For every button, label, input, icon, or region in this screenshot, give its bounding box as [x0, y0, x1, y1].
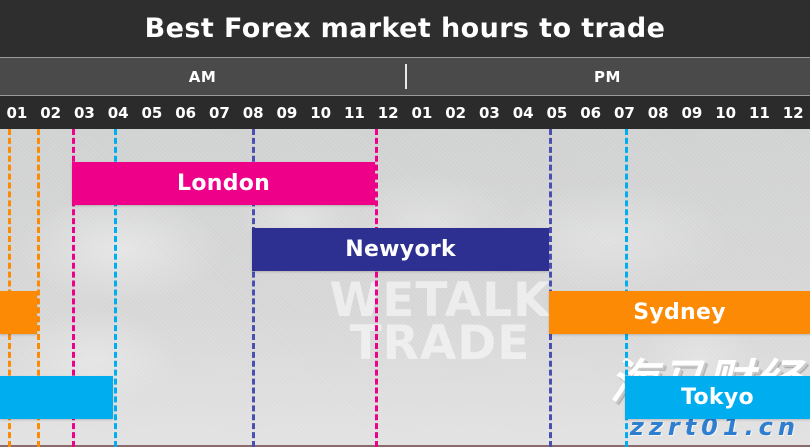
hour-cell-3: 03: [73, 103, 95, 122]
session-bar-newyork: Newyork: [252, 228, 550, 271]
session-label-newyork: Newyork: [345, 237, 456, 262]
wetalktrade-watermark: WETALK TRADE: [275, 277, 605, 372]
session-bar-sydney: Sydney: [549, 291, 810, 334]
period-am: AM: [0, 58, 405, 95]
hour-cell-24: 12: [782, 103, 804, 122]
period-pm: PM: [405, 58, 810, 95]
hour-cell-14: 02: [445, 103, 467, 122]
period-pm-label: PM: [594, 67, 621, 86]
hour-cell-23: 11: [748, 103, 770, 122]
bottom-rule: [0, 445, 810, 447]
guide-line-newyork-close: [549, 129, 552, 447]
hour-cell-13: 01: [411, 103, 433, 122]
session-bar-tokyo: Tokyo: [625, 376, 810, 419]
period-am-label: AM: [188, 67, 217, 86]
hour-cell-16: 04: [512, 103, 534, 122]
guide-line-sydney-close: [37, 129, 40, 447]
guide-line-sydney-open-wrap: [8, 129, 11, 447]
session-bar-tokyo-wrap: [0, 376, 114, 419]
hour-cell-20: 08: [647, 103, 669, 122]
watermark-line-1: WETALK: [329, 273, 551, 328]
guide-line-london-open: [72, 129, 75, 447]
guide-line-london-close: [375, 129, 378, 447]
hour-axis-row: 01 02 03 04 05 06 07 08 09 10 11 12 01 02 03 04 05 06 07 08…: [0, 96, 810, 129]
hour-cell-22: 10: [715, 103, 737, 122]
hour-cell-21: 09: [681, 103, 703, 122]
hour-cell-19: 07: [613, 103, 635, 122]
hour-cell-11: 11: [343, 103, 365, 122]
session-label-london: London: [177, 171, 271, 196]
watermark-line-2: TRADE: [349, 316, 531, 372]
hour-cell-12: 12: [377, 103, 399, 122]
hour-cell-15: 03: [478, 103, 500, 122]
session-label-tokyo: Tokyo: [681, 385, 754, 410]
hour-cell-10: 10: [310, 103, 332, 122]
hour-cell-4: 04: [107, 103, 129, 122]
session-label-sydney: Sydney: [633, 300, 726, 325]
title-bar: Best Forex market hours to trade: [0, 0, 810, 57]
guide-line-tokyo-open: [625, 129, 628, 447]
guide-line-tokyo-close: [114, 129, 117, 447]
hour-cell-18: 06: [580, 103, 602, 122]
guide-line-newyork-open: [252, 129, 255, 447]
hour-cell-2: 02: [40, 103, 62, 122]
hour-cell-8: 08: [242, 103, 264, 122]
hour-cell-17: 05: [546, 103, 568, 122]
session-bar-london: London: [72, 162, 375, 205]
session-bar-sydney-wrap: [0, 291, 38, 334]
hour-cell-1: 01: [6, 103, 28, 122]
hour-cell-9: 09: [276, 103, 298, 122]
hour-cell-6: 06: [175, 103, 197, 122]
hour-cell-5: 05: [141, 103, 163, 122]
ampm-header-row: AM PM: [0, 57, 810, 96]
page-title: Best Forex market hours to trade: [144, 13, 666, 44]
hour-cell-7: 07: [208, 103, 230, 122]
timeline-chart: WETALK TRADE 海马财经 zzrt01.cn LondonNewyor…: [0, 129, 810, 447]
